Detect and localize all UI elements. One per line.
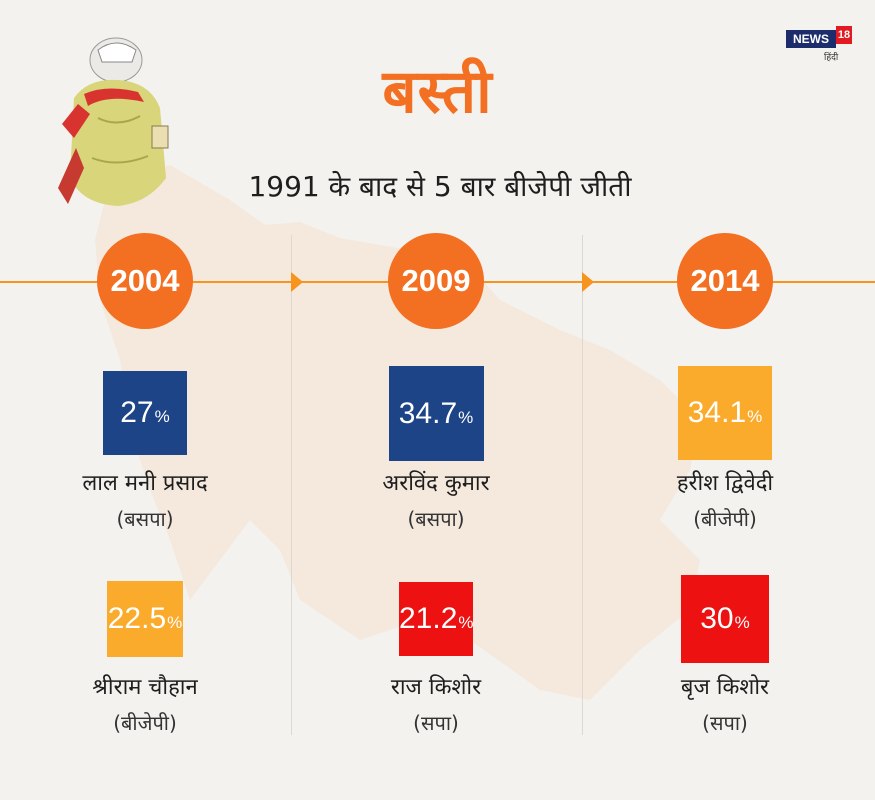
candidate-name: बृज किशोर <box>680 675 770 700</box>
candidate-party: (बसपा) <box>116 507 174 531</box>
candidate-party: (सपा) <box>702 711 748 735</box>
percent-sign: % <box>734 613 750 632</box>
chart-title: बस्ती <box>382 57 493 127</box>
year-circle: 2014 <box>677 233 773 329</box>
politician-illustration <box>58 37 169 206</box>
vote-share-box: 34.7% <box>388 365 484 461</box>
vote-share-box: 22.5% <box>107 581 183 657</box>
logo-brand: NEWS <box>786 30 836 48</box>
vote-share-value: 27 <box>120 396 154 429</box>
vote-share-box: 27% <box>103 371 187 455</box>
percent-sign: % <box>747 407 763 426</box>
news18-logo: NEWS 18 हिंदी <box>786 26 852 63</box>
percent-sign: % <box>154 407 170 426</box>
candidate-name: श्रीराम चौहान <box>92 675 198 700</box>
vote-share-value: 30 <box>700 602 734 635</box>
candidate-name: हरीश द्विवेदी <box>676 471 774 496</box>
year-circle: 2004 <box>97 233 193 329</box>
timeline-arrow-icon <box>582 272 594 292</box>
vote-share-value: 34.1 <box>687 396 747 429</box>
logo-number: 18 <box>836 26 852 44</box>
candidate-name: लाल मनी प्रसाद <box>82 471 208 496</box>
vote-share-box: 34.1% <box>678 366 772 460</box>
candidate-name: अरविंद कुमार <box>382 471 490 496</box>
chart-subtitle: 1991 के बाद से 5 बार बीजेपी जीती <box>248 170 632 203</box>
column-divider <box>291 235 292 735</box>
candidate-party: (बीजेपी) <box>693 507 757 531</box>
candidate-name: राज किशोर <box>390 675 482 700</box>
percent-sign: % <box>167 613 183 632</box>
vote-share-box: 30% <box>681 575 769 663</box>
percent-sign: % <box>458 613 474 632</box>
year-circle: 2009 <box>388 233 484 329</box>
logo-sub: हिंदी <box>824 53 839 63</box>
column-divider <box>582 235 583 735</box>
timeline-arrow-icon <box>291 272 303 292</box>
percent-sign: % <box>458 407 474 427</box>
vote-share-value: 22.5 <box>107 602 167 635</box>
vote-share-value: 34.7 <box>398 396 458 430</box>
candidate-party: (बसपा) <box>407 507 465 531</box>
candidate-party: (बीजेपी) <box>113 711 177 735</box>
vote-share-box: 21.2% <box>399 582 474 656</box>
candidate-party: (सपा) <box>413 711 459 735</box>
vote-share-value: 21.2 <box>399 602 458 635</box>
